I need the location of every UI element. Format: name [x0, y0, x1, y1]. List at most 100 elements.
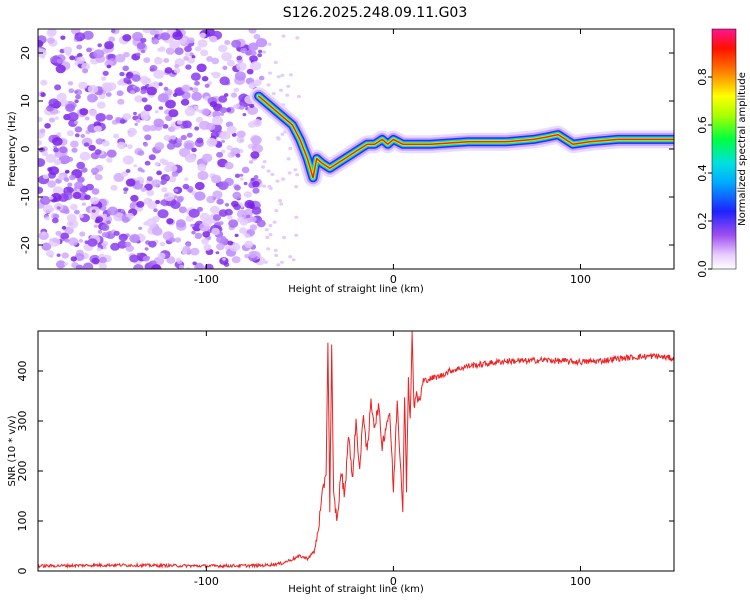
spectrogram-noise-blob	[288, 146, 293, 151]
spectrogram-noise-blob	[38, 40, 44, 48]
colorbar-tick-label: 0.0	[696, 260, 709, 278]
spectrogram-noise-blob	[38, 186, 44, 194]
spectrogram-noise-blob	[129, 234, 140, 243]
spectrogram-noise-blob	[182, 120, 192, 129]
spectrogram-noise-blob	[195, 116, 204, 123]
spectrogram-noise-blob	[38, 92, 41, 97]
spectrogram-noise-blob	[79, 151, 91, 161]
spectrogram-noise-blob	[241, 166, 250, 174]
spectrogram-noise-blob	[243, 181, 248, 186]
spectrogram-noise-blob	[136, 42, 146, 50]
snr-y-tick-label: 0	[16, 568, 29, 575]
spectrogram-noise-blob	[40, 92, 46, 98]
spectrogram-noise-blob	[202, 153, 213, 163]
spectrogram-noise-blob	[61, 225, 67, 230]
spectrogram-noise-blob	[183, 56, 190, 61]
snr-x-label: Height of straight line (km)	[288, 584, 424, 595]
spectrogram-noise-blob	[59, 99, 69, 107]
spectrogram-noise-blob	[137, 167, 143, 172]
spectrogram-noise-blob	[194, 46, 202, 52]
spectrogram-noise-blob	[191, 55, 196, 59]
spectrogram-noise-blob	[253, 33, 261, 40]
spectrogram-noise-blob	[71, 147, 78, 153]
spectrogram-noise-blob	[154, 110, 159, 114]
snr-y-label: SNR (10 * v/v)	[7, 415, 18, 486]
spectrogram-noise-blob	[233, 87, 240, 93]
spectrogram-noise-blob	[174, 47, 184, 55]
spectrogram-noise-blob	[261, 165, 265, 169]
spectrogram-noise-blob	[121, 216, 130, 223]
spectrogram-noise-blob	[144, 160, 151, 166]
spectrogram-noise-blob	[196, 137, 204, 144]
spectrogram-noise-blob	[110, 242, 120, 251]
spectrogram-noise-blob	[280, 73, 285, 77]
spectrogram-noise-blob	[251, 144, 263, 154]
spectrogram-noise-blob	[124, 241, 132, 247]
spectrogram-noise-blob	[293, 168, 298, 172]
spectrogram-noise-blob	[187, 37, 195, 44]
spectrogram-noise-blob	[180, 98, 190, 106]
spectrogram-noise-blob	[155, 199, 161, 205]
spectrogram-noise-blob	[42, 231, 46, 235]
spectrogram-noise-blob	[163, 58, 170, 63]
spectrogram-noise-blob	[224, 203, 230, 207]
spectrogram-noise-blob	[164, 165, 172, 173]
spectrogram-noise-blob	[201, 108, 211, 116]
spectrogram-noise-blob	[194, 232, 203, 240]
spectrogram-noise-blob	[148, 240, 157, 248]
spectrogram-noise-blob	[121, 171, 129, 177]
spectrogram-noise-blob	[191, 147, 197, 153]
spectrogram-noise-blob	[82, 202, 86, 206]
spectrogram-noise-blob	[240, 47, 248, 54]
spectrogram-noise-blob	[255, 38, 268, 48]
spectrogram-noise-blob	[251, 135, 262, 145]
spectrogram-noise-blob	[219, 107, 228, 114]
colorbar-tick-label: 0.8	[696, 68, 709, 86]
spectrogram-noise-blob	[236, 62, 247, 71]
spectrogram-noise-blob	[244, 233, 251, 239]
spectrogram-noise-blob	[136, 201, 145, 208]
spectrogram-noise-blob	[90, 197, 100, 205]
spectrogram-noise-blob	[107, 206, 118, 216]
spectrogram-noise-blob	[185, 242, 192, 247]
spectrogram-noise-blob	[231, 256, 241, 264]
spectrogram-noise-blob	[210, 205, 220, 214]
spectrogram-noise-blob	[221, 52, 232, 62]
spectrogram-noise-blob	[262, 160, 267, 164]
spectrogram-noise-blob	[173, 195, 178, 199]
spectrogram-noise-blob	[105, 114, 113, 121]
spectrogram-noise-blob	[101, 232, 109, 238]
spectrogram-noise-blob	[70, 256, 78, 262]
colorbar-tick-label: 0.6	[696, 116, 709, 134]
spectrogram-noise-blob	[153, 118, 164, 128]
spectrogram-noise-blob	[67, 182, 73, 187]
spectrogram-noise-blob	[268, 233, 273, 237]
spectrogram-noise-blob	[184, 45, 192, 53]
spectrogram-noise-blob	[159, 241, 166, 247]
spectrogram-noise-blob	[181, 84, 191, 92]
spectrogram-noise-blob	[246, 214, 251, 219]
spectrogram-noise-blob	[212, 196, 217, 200]
spectrogram-noise-blob	[147, 201, 158, 210]
spectrogram-noise-blob	[295, 173, 300, 177]
spectrogram-noise-blob	[236, 130, 246, 138]
spectrogram-noise-blob	[74, 209, 80, 215]
spectrogram-noise-blob	[143, 104, 153, 112]
spectrogram-noise-blob	[74, 120, 79, 125]
spectrogram-noise-blob	[180, 134, 187, 141]
spectrogram-noise-blob	[178, 264, 185, 269]
spectrogram-noise-blob	[130, 90, 135, 95]
spectrogram-noise-blob	[174, 188, 179, 193]
spectrogram-noise-blob	[190, 223, 195, 228]
spectrogram-noise-blob	[175, 257, 181, 262]
spectrogram-noise-blob	[279, 202, 284, 206]
spectrogram-noise-blob	[270, 172, 275, 176]
spectrogram-y-tick-label: -20	[19, 236, 32, 254]
spectrogram-x-tick-label: 0	[390, 273, 397, 286]
spectrogram-noise-blob	[248, 29, 257, 34]
spectrogram-noise-blob	[54, 116, 59, 120]
spectrogram-noise-blob	[125, 178, 136, 187]
spectrogram-noise-blob	[106, 220, 111, 225]
